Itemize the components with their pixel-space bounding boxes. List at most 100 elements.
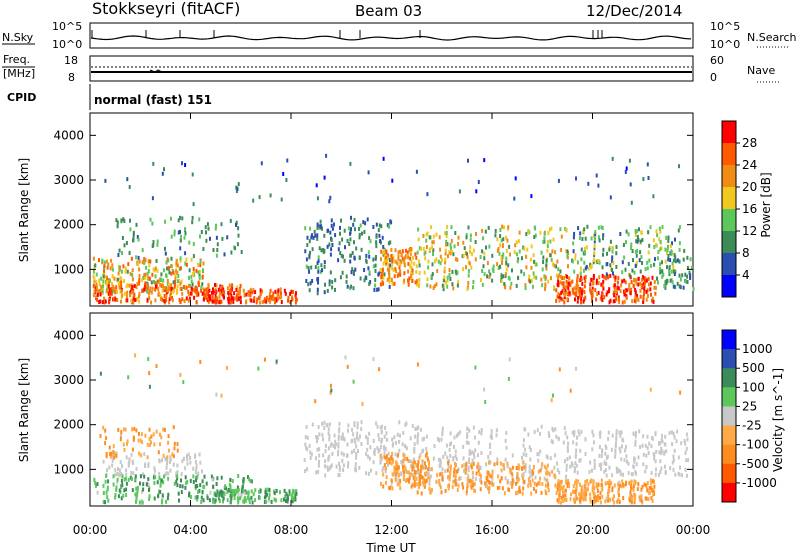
echo-cell	[608, 465, 611, 470]
echo-cell	[455, 257, 457, 262]
echo-cell	[438, 482, 441, 487]
echo-cell	[566, 448, 569, 453]
echo-cell	[350, 450, 353, 455]
echo-cell	[385, 475, 388, 480]
echo-cell	[189, 478, 192, 483]
echo-cell	[511, 453, 514, 458]
frequency-panel-frame	[89, 55, 694, 82]
echo-cell	[179, 372, 182, 377]
echo-cell	[653, 280, 656, 284]
echo-cell	[639, 497, 642, 502]
echo-cell	[164, 472, 167, 477]
echo-cell	[304, 469, 306, 474]
echo-cell	[183, 299, 186, 304]
echo-cell	[184, 261, 187, 266]
echo-cell	[594, 237, 596, 242]
echo-cell	[136, 488, 139, 493]
echo-cell	[637, 482, 640, 487]
echo-cell	[640, 230, 643, 235]
echo-cell	[337, 442, 340, 447]
echo-cell	[188, 275, 190, 280]
echo-cell	[627, 461, 630, 466]
echo-cell	[678, 472, 681, 477]
echo-cell	[268, 295, 271, 300]
echo-cell	[150, 440, 152, 445]
echo-cell	[206, 288, 209, 293]
echo-cell	[390, 484, 393, 489]
echo-cell	[147, 259, 150, 264]
echo-cell	[92, 256, 95, 261]
echo-cell	[141, 278, 144, 283]
echo-cell	[533, 259, 536, 264]
echo-cell	[438, 438, 440, 442]
echo-cell	[184, 251, 187, 256]
n-search-tick-top: 10^5	[710, 20, 740, 33]
echo-cell	[342, 468, 345, 472]
echo-cell	[266, 492, 268, 497]
echo-cell	[148, 384, 151, 389]
echo-cell	[368, 456, 371, 461]
echo-cell	[545, 266, 548, 271]
echo-cell	[124, 266, 127, 271]
echo-cell	[629, 492, 632, 497]
echo-cell	[229, 294, 231, 299]
echo-cell	[489, 272, 492, 277]
power-colorbar-label: Power [dB]	[759, 172, 773, 237]
echo-cell	[498, 251, 501, 256]
echo-cell	[621, 270, 624, 275]
echo-cell	[409, 256, 412, 261]
echo-cell	[161, 283, 164, 288]
echo-cell	[159, 490, 162, 494]
echo-cell	[100, 276, 103, 281]
echo-cell	[491, 278, 494, 283]
echo-cell	[175, 473, 178, 478]
echo-cell	[306, 243, 309, 247]
echo-cell	[417, 227, 420, 232]
echo-cell	[145, 289, 148, 294]
echo-cell	[468, 428, 471, 433]
echo-cell	[368, 281, 371, 286]
echo-cell	[117, 271, 120, 276]
echo-cell	[188, 491, 191, 496]
echo-cell	[218, 294, 221, 299]
echo-cell	[575, 448, 578, 453]
echo-cell	[672, 431, 675, 436]
echo-cell	[198, 452, 201, 457]
echo-cell	[643, 284, 646, 289]
echo-cell	[445, 443, 448, 448]
echo-cell	[416, 440, 419, 445]
echo-cell	[610, 481, 613, 486]
echo-cell	[494, 229, 497, 233]
echo-cell	[166, 281, 169, 286]
echo-cell	[380, 275, 383, 280]
echo-cell	[103, 260, 106, 265]
echo-cell	[248, 292, 250, 297]
echo-cell	[524, 463, 527, 468]
echo-cell	[509, 252, 511, 257]
echo-cell	[212, 287, 214, 292]
cpid-row: CPID normal (fast) 151	[7, 84, 212, 110]
echo-cell	[166, 278, 169, 283]
echo-cell	[401, 460, 404, 465]
echo-cell	[394, 452, 397, 457]
echo-cell	[444, 257, 447, 262]
echo-cell	[606, 492, 609, 497]
echo-cell	[110, 258, 113, 263]
echo-cell	[168, 270, 171, 275]
echo-cell	[530, 244, 533, 249]
echo-cell	[557, 267, 560, 272]
echo-cell	[311, 279, 314, 283]
echo-cell	[103, 268, 106, 273]
echo-cell	[543, 274, 546, 279]
echo-cell	[480, 451, 483, 455]
echo-cell	[192, 267, 195, 271]
echo-cell	[664, 247, 667, 252]
echo-cell	[540, 424, 543, 429]
echo-cell	[215, 482, 218, 486]
echo-cell	[515, 491, 518, 496]
echo-cell	[425, 451, 428, 456]
echo-cell	[192, 480, 195, 484]
echo-cell	[316, 261, 319, 266]
echo-cell	[496, 461, 499, 466]
